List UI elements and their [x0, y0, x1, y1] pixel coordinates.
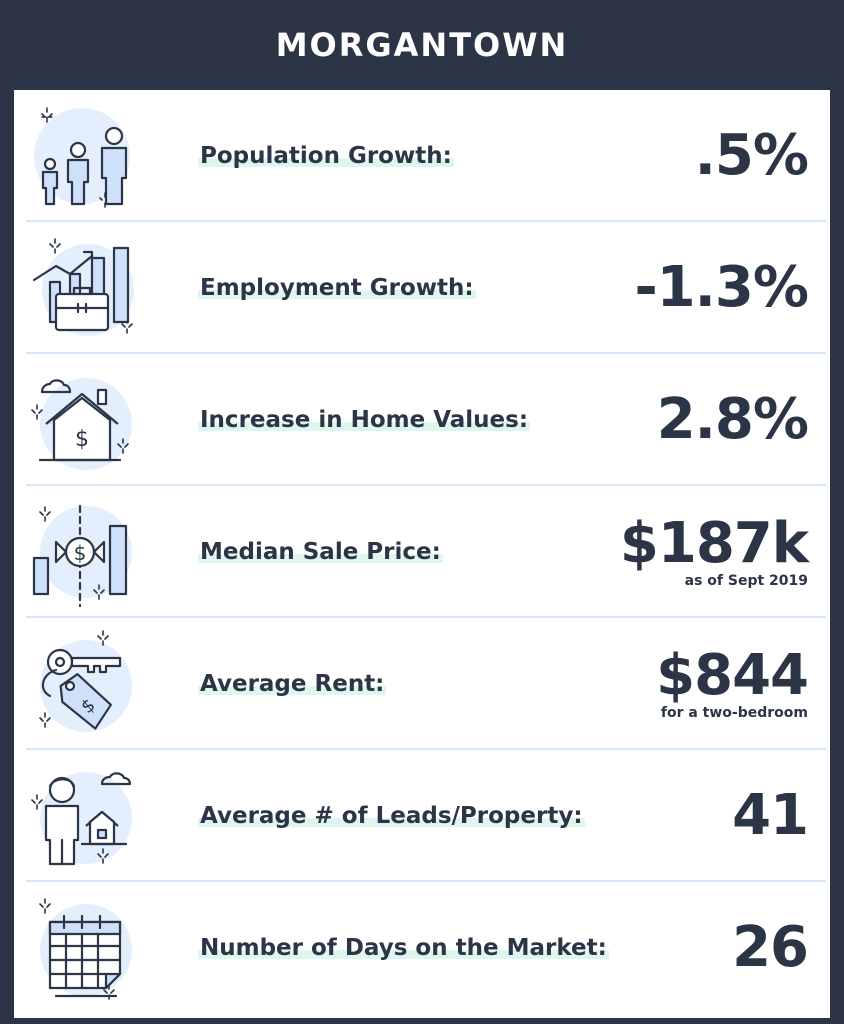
row-value-block: 26 [732, 915, 809, 980]
stat-row-median-price: $ Median Sale Price: $187k as of Sept 20… [14, 486, 830, 618]
row-value-block: 2.8% [656, 387, 809, 452]
row-value: $844 [656, 643, 809, 708]
divider [26, 352, 826, 354]
row-value: -1.3% [634, 255, 809, 320]
row-label: Increase in Home Values: [198, 407, 531, 433]
row-value-block: $844 for a two-bedroom [656, 643, 809, 722]
person-house-icon [30, 760, 142, 872]
svg-text:$: $ [74, 541, 87, 565]
row-label: Average Rent: [198, 671, 387, 697]
stat-row-leads: Average # of Leads/Property: 41 [14, 750, 830, 882]
divider [26, 880, 826, 882]
key-tag-icon: $ [30, 628, 142, 740]
row-value-block: 41 [732, 783, 809, 848]
page-title: MORGANTOWN [275, 26, 569, 64]
row-value: 26 [732, 915, 809, 980]
stat-row-rent: $ Average Rent: $844 for a two-bedroom [14, 618, 830, 750]
row-value-block: .5% [694, 123, 809, 188]
stat-row-population: Population Growth: .5% [14, 90, 830, 222]
row-note: for a two-bedroom [660, 705, 808, 721]
stats-panel: Population Growth: .5% [14, 90, 830, 1018]
svg-text:$: $ [75, 427, 89, 452]
row-value-block: -1.3% [634, 255, 809, 320]
divider [26, 484, 826, 486]
stat-row-days-on-market: Number of Days on the Market: 26 [14, 882, 830, 1014]
stat-row-home-values: $ Increase in Home Values: 2.8% [14, 354, 830, 486]
briefcase-chart-icon [30, 232, 142, 344]
row-label: Population Growth: [198, 143, 454, 169]
house-dollar-icon: $ [30, 364, 142, 476]
header-bar: MORGANTOWN [0, 0, 844, 90]
calendar-icon [30, 892, 142, 1004]
row-value-block: $187k as of Sept 2019 [619, 511, 809, 590]
row-value: 2.8% [656, 387, 809, 452]
row-value: $187k [619, 511, 809, 576]
divider [26, 616, 826, 618]
family-icon [30, 100, 142, 212]
price-chart-icon: $ [30, 496, 142, 608]
row-label: Employment Growth: [198, 275, 476, 301]
row-value: 41 [732, 783, 809, 848]
row-label: Median Sale Price: [198, 539, 443, 565]
row-value: .5% [694, 123, 809, 188]
divider [26, 220, 826, 222]
stat-row-employment: Employment Growth: -1.3% [14, 222, 830, 354]
row-label: Number of Days on the Market: [198, 935, 609, 961]
divider [26, 748, 826, 750]
row-label: Average # of Leads/Property: [198, 803, 585, 829]
row-note: as of Sept 2019 [684, 573, 808, 589]
